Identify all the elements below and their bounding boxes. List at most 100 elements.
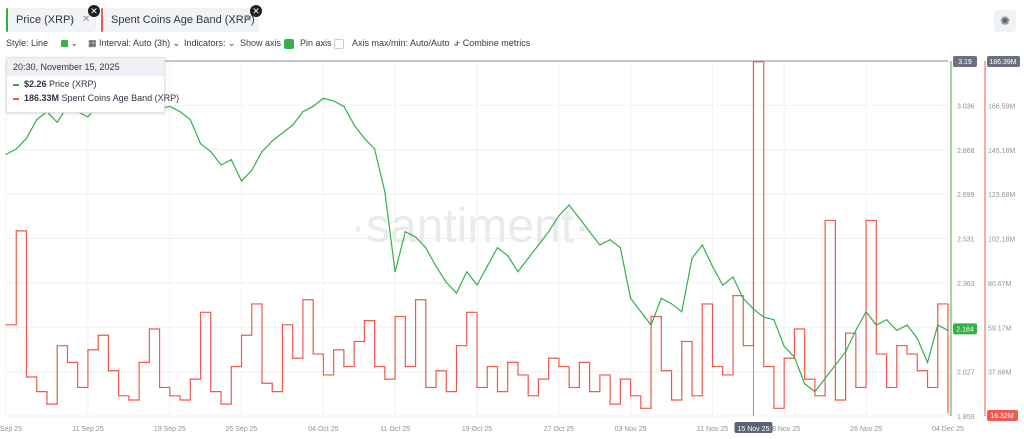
- interval-label: Interval: Auto (3h): [99, 38, 171, 48]
- y-left-tick-label: 1.859: [957, 414, 975, 421]
- remove-icon[interactable]: ✕: [244, 14, 253, 25]
- combine-label: Combine metrics: [462, 38, 531, 48]
- interval-select[interactable]: ▦ Interval: Auto (3h) ⌄: [88, 36, 180, 50]
- price-point: [896, 329, 898, 331]
- settings-icon[interactable]: ✺: [994, 10, 1016, 32]
- price-point: [527, 257, 529, 259]
- x-tick-label: 03 Sep 25: [0, 426, 22, 433]
- indicators-label: Indicators:: [184, 38, 226, 48]
- show-axis-toggle[interactable]: Show axis: [240, 36, 294, 50]
- price-point: [763, 316, 765, 318]
- spent-coins-point: [230, 365, 232, 368]
- chart-canvas[interactable]: ·santiment· 3.19 186.39M 3.036 166.59M 2.868…: [0, 52, 1024, 439]
- more-icon[interactable]: ⋮: [66, 14, 77, 26]
- spent-coins-point: [87, 349, 89, 351]
- y-right-tick-label: 80.67M: [988, 281, 1012, 288]
- spent-coins-point: [240, 334, 243, 336]
- indicators-select[interactable]: Indicators: ⌄: [184, 36, 236, 50]
- pin-axis-toggle[interactable]: Pin axis: [300, 36, 345, 50]
- price-point: [589, 231, 591, 233]
- price-point: [834, 364, 836, 366]
- spent-coins-point: [752, 61, 755, 63]
- metric-tabs: Price (XRP) ⋮ ✕ ✕ Spent Coins Age Band (…: [0, 0, 1024, 36]
- spent-coins-point: [271, 391, 273, 393]
- spent-coins-point: [179, 399, 181, 401]
- x-tick-label: 15 Nov 25: [737, 426, 769, 433]
- color-swatch-icon: [61, 40, 68, 48]
- y-right-tick-label: 102.18M: [988, 237, 1015, 244]
- more-icon[interactable]: ⋮: [228, 14, 239, 26]
- tab-color-bar: [101, 8, 103, 32]
- y-left-tick-label: 2.027: [957, 370, 975, 377]
- price-current-label: 2.184: [956, 326, 974, 333]
- price-point: [455, 292, 458, 294]
- spent-coins-point: [609, 403, 611, 405]
- price-point: [609, 239, 611, 241]
- tab-spent-coins[interactable]: Spent Coins Age Band (XRP) ⋮ ✕: [101, 8, 259, 32]
- spent-coins-point: [97, 334, 99, 336]
- x-highlight-badge: [734, 422, 773, 433]
- chevron-down-icon: ⌄: [452, 38, 460, 48]
- spent-coins-point: [691, 395, 693, 397]
- axis-range-select[interactable]: Axis max/min: Auto/Auto ⌄: [352, 36, 460, 50]
- spent-coins-point: [711, 365, 714, 368]
- spent-coins-point: [496, 391, 499, 393]
- spent-coins-point: [537, 378, 540, 380]
- spent-coins-point: [169, 395, 171, 397]
- spent-coins-point: [445, 391, 447, 393]
- price-point: [210, 151, 212, 153]
- spent-coins-point: [875, 353, 877, 355]
- spent-coins-point: [128, 399, 130, 401]
- spent-coins-point: [681, 340, 683, 343]
- tab-label: Spent Coins Age Band (XRP): [111, 14, 255, 26]
- bottom-right-badge-label: 16.32M: [990, 413, 1014, 420]
- price-point: [333, 100, 335, 102]
- price-point: [466, 271, 468, 273]
- spent-coins-point: [15, 230, 17, 232]
- spent-coins-point: [660, 370, 662, 372]
- tab-label: Price (XRP): [16, 14, 75, 26]
- spent-coins-point: [701, 303, 703, 305]
- style-select[interactable]: Style: Line: [6, 36, 48, 50]
- spent-coins-point: [36, 391, 38, 393]
- price-point: [507, 255, 509, 257]
- spent-coins-point: [783, 357, 785, 359]
- close-icon[interactable]: ✕: [250, 5, 262, 17]
- price-point: [558, 215, 560, 217]
- tab-price[interactable]: Price (XRP) ⋮ ✕: [6, 8, 96, 32]
- spent-coins-point: [486, 365, 488, 368]
- spent-coins-point: [916, 370, 918, 372]
- y-left-tick-label: 2.531: [957, 237, 975, 244]
- price-point: [435, 265, 437, 267]
- spent-coins-point: [926, 386, 929, 389]
- price-point: [179, 111, 181, 113]
- spent-coins-point: [599, 374, 601, 376]
- price-point: [363, 137, 365, 139]
- checkbox-checked-icon: [283, 38, 294, 49]
- combine-metrics-button[interactable]: + Combine metrics: [455, 36, 530, 50]
- tooltip-row-spent-coins: 186.33M Spent Coins Age Band (XRP): [7, 92, 179, 104]
- spent-coins-point: [353, 340, 355, 343]
- spent-coins-point: [568, 386, 570, 389]
- close-icon[interactable]: ✕: [88, 5, 100, 17]
- spent-coins-point: [210, 391, 212, 393]
- spent-coins-point: [333, 349, 335, 351]
- style-label: Style: Line: [6, 38, 49, 48]
- spent-coins-point: [517, 374, 519, 376]
- axis-range-label: Axis max/min: Auto/Auto: [352, 38, 450, 48]
- price-point: [292, 124, 294, 126]
- spent-coins-point: [189, 378, 191, 380]
- spent-coins-point: [845, 332, 847, 334]
- x-tick-label: 19 Oct 25: [462, 426, 492, 433]
- y-right-tick-label: 145.18M: [988, 148, 1015, 155]
- remove-icon[interactable]: ✕: [82, 14, 91, 25]
- price-point: [476, 284, 478, 286]
- price-point: [312, 105, 314, 107]
- price-point: [947, 329, 949, 331]
- price-point: [548, 231, 550, 233]
- y-left-tick-label: 2.699: [957, 192, 975, 199]
- price-point: [15, 148, 17, 150]
- x-tick-label: 11 Nov 25: [697, 426, 728, 433]
- price-point: [578, 217, 580, 219]
- color-picker[interactable]: ⌄: [61, 36, 78, 50]
